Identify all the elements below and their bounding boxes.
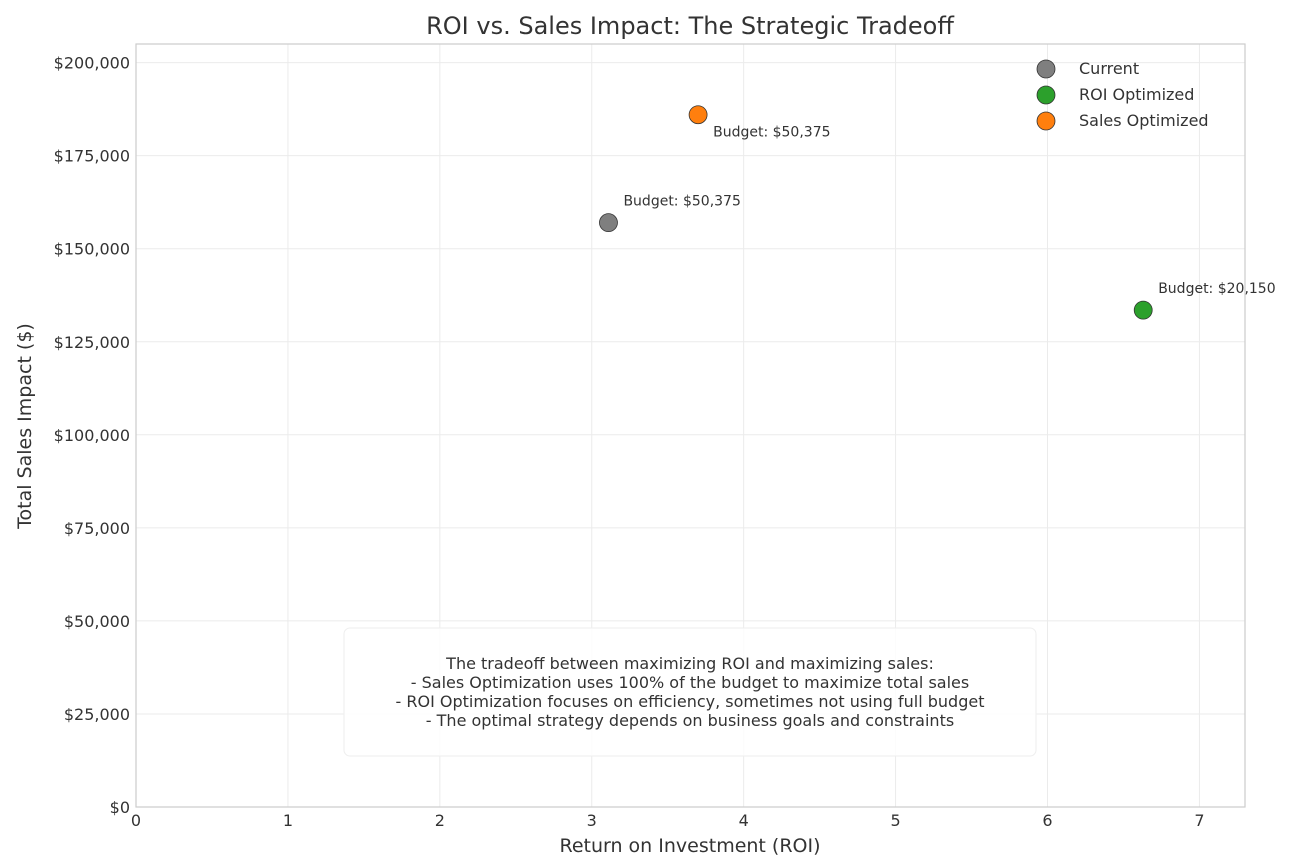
y-tick-label: $50,000	[64, 612, 130, 631]
x-tick-label: 5	[890, 811, 900, 830]
x-tick-label: 3	[587, 811, 597, 830]
y-axis-label: Total Sales Impact ($)	[14, 323, 36, 530]
x-tick-label: 7	[1194, 811, 1204, 830]
y-axis-ticks: $0 $25,000 $50,000 $75,000 $100,000 $125,000 $…	[54, 54, 130, 817]
note-line-4: - The optimal strategy depends on busine…	[426, 711, 954, 730]
y-tick-label: $25,000	[64, 705, 130, 724]
grid	[135, 44, 1245, 808]
point-budget-label: Budget: $50,375	[623, 194, 740, 210]
x-tick-label: 2	[435, 811, 445, 830]
data-points: Budget: $50,375 Budget: $20,150 Budget: $5…	[599, 105, 1276, 320]
legend: Current ROI Optimized Sales Optimized	[1036, 59, 1209, 131]
note-box-background	[343, 627, 1037, 757]
x-axis-ticks: 0 1 2 3 4 5 6 7	[131, 811, 1205, 830]
point-budget-label: Budget: $20,150	[1158, 281, 1275, 297]
legend-label: Sales Optimized	[1079, 111, 1209, 130]
x-axis-label: Return on Investment (ROI)	[559, 835, 820, 857]
plot-area-frame	[135, 43, 1246, 808]
x-tick-label: 1	[283, 811, 293, 830]
note-line-1: The tradeoff between maximizing ROI and …	[445, 654, 934, 673]
point-budget-label: Budget: $50,375	[713, 125, 830, 141]
scatter-point	[1133, 300, 1153, 320]
y-tick-label: $150,000	[54, 240, 130, 259]
legend-marker	[1036, 111, 1056, 131]
x-tick-label: 6	[1042, 811, 1052, 830]
note-line-3: - ROI Optimization focuses on efficiency…	[396, 692, 985, 711]
note-line-2: - Sales Optimization uses 100% of the bu…	[411, 673, 969, 692]
legend-label: Current	[1079, 59, 1139, 78]
legend-label: ROI Optimized	[1079, 85, 1194, 104]
y-tick-label: $200,000	[54, 54, 130, 73]
y-tick-label: $75,000	[64, 519, 130, 538]
y-tick-label: $125,000	[54, 333, 130, 352]
legend-marker	[1036, 85, 1056, 105]
x-tick-label: 0	[131, 811, 141, 830]
legend-marker	[1036, 59, 1056, 79]
scatter-point	[688, 105, 708, 125]
y-tick-label: $0	[110, 798, 130, 817]
tradeoff-note-box: The tradeoff between maximizing ROI and …	[343, 627, 1037, 757]
x-tick-label: 4	[739, 811, 749, 830]
y-tick-label: $175,000	[54, 147, 130, 166]
scatter-point	[599, 213, 618, 233]
y-tick-label: $100,000	[54, 426, 130, 445]
chart-title: ROI vs. Sales Impact: The Strategic Trad…	[426, 12, 954, 40]
